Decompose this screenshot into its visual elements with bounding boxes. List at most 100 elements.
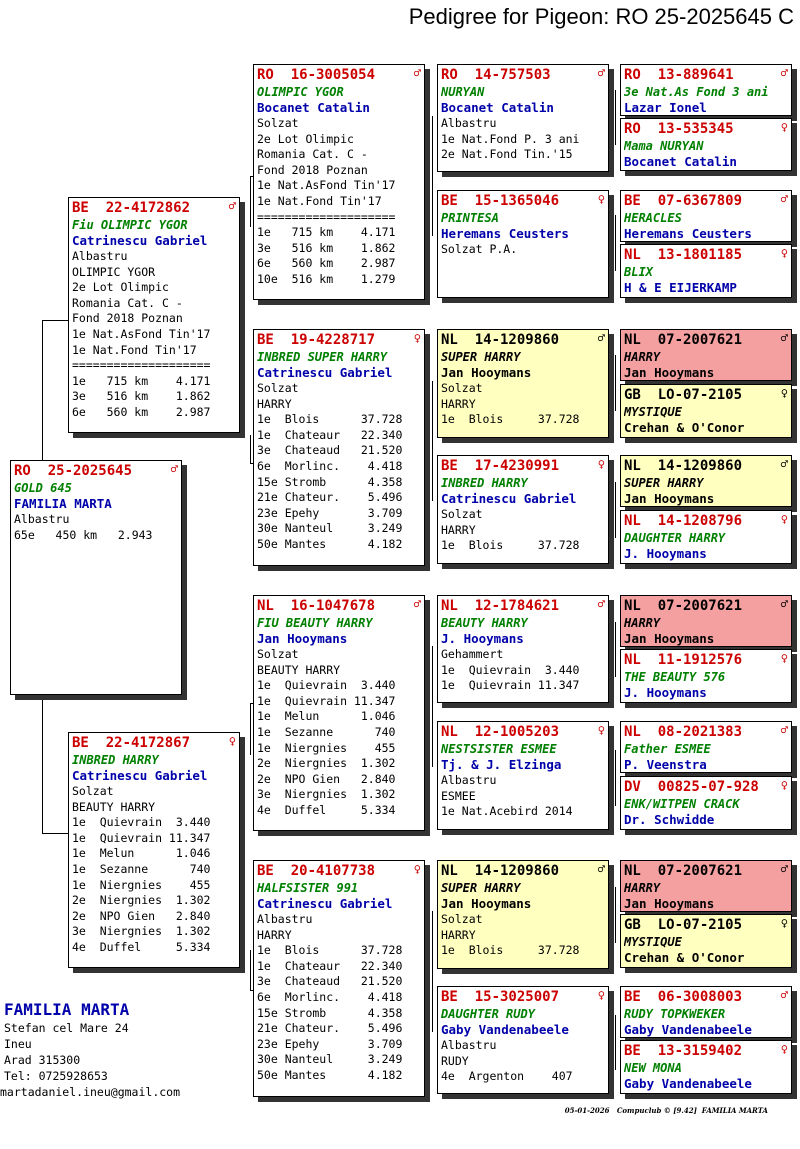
connector-line xyxy=(250,950,251,990)
owner-name: Jan Hooymans xyxy=(257,631,348,646)
info-line: Solzat xyxy=(257,381,299,395)
info-line: 6e Morlinc. 4.418 xyxy=(257,989,403,1004)
info-line: 6e Morlinc. 4.418 xyxy=(257,458,403,473)
male-icon: ♂ xyxy=(780,988,788,1002)
pigeon-name: MYSTIQUE xyxy=(624,935,682,949)
card-header: BE 19-4228717 ♀ xyxy=(257,331,421,350)
owner-name: Catrinescu Gabriel xyxy=(72,768,208,783)
ring-number: BE 20-4107738 xyxy=(257,863,376,879)
male-icon: ♂ xyxy=(228,199,236,213)
ring-number: NL 07-2007621 xyxy=(624,863,743,879)
pigeon-name: BLIX xyxy=(624,265,653,279)
ring-number: BE 22-4172867 xyxy=(72,735,191,751)
owner-name: Crehan & O'Conor xyxy=(624,420,745,435)
info-line: 1e Quievrain 11.347 xyxy=(257,693,396,708)
male-icon: ♂ xyxy=(597,66,605,80)
info-line: 2e Niergnies 1.302 xyxy=(72,893,211,908)
connector-line xyxy=(250,990,255,991)
ring-number: RO 13-889641 xyxy=(624,67,734,83)
pigeon-name: PRINTESA xyxy=(441,211,499,225)
connector-line xyxy=(615,622,616,677)
pigeon-name: SUPER HARRY xyxy=(441,881,521,895)
owner-name: Heremans Ceusters xyxy=(624,226,752,241)
card-header: BE 07-6367809 ♂ xyxy=(624,192,788,211)
info-line: 23e Epehy 3.709 xyxy=(257,1036,403,1051)
card-header: RO 13-535345 ♀ xyxy=(624,120,788,139)
female-icon: ♀ xyxy=(780,651,788,665)
pigeon-name: HARRY xyxy=(624,881,661,895)
info-line: HARRY xyxy=(441,522,476,537)
pigeon-card-subject: RO 25-2025645 ♂ GOLD 645 FAMILIA MARTA Albas… xyxy=(10,460,182,695)
ring-number: NL 11-1912576 xyxy=(624,652,743,668)
info-line: 21e Chateur. 5.496 xyxy=(257,1021,403,1036)
info-line: 1e Blois 37.728 xyxy=(441,943,580,958)
connector-line xyxy=(615,215,616,271)
info-line: 3e 516 km 1.862 xyxy=(72,389,211,404)
card-header: RO 25-2025645 ♂ xyxy=(14,462,178,481)
pigeon-card-dss: NL 12-1784621 ♂ BEAUTY HARRY J. Hooymans Geh… xyxy=(437,595,609,703)
male-icon: ♂ xyxy=(780,597,788,611)
info-line: 30e Nanteul 3.249 xyxy=(257,1052,403,1067)
info-line: 1e Blois 37.728 xyxy=(257,943,403,958)
pigeon-name: RUDY TOPKWEKER xyxy=(624,1007,726,1021)
owner-name: Jan Hooymans xyxy=(441,365,532,380)
owner-name: Bocanet Catalin xyxy=(624,154,737,169)
ring-number: BE 13-3159402 xyxy=(624,1043,743,1059)
connector-line xyxy=(250,703,251,755)
owner-name: Heremans Ceusters xyxy=(441,226,569,241)
ring-number: NL 12-1005203 xyxy=(441,724,560,740)
info-line: ==================== xyxy=(257,209,396,224)
female-icon: ♀ xyxy=(780,120,788,134)
pigeon-name: HERACLES xyxy=(624,211,682,225)
info-line: HARRY xyxy=(441,396,476,411)
info-line: 4e Duffel 5.334 xyxy=(257,802,396,817)
info-line: 15e Stromb 4.358 xyxy=(257,474,403,489)
card-header: NL 14-1208796 ♀ xyxy=(624,512,788,531)
info-line: Solzat xyxy=(72,784,114,798)
info-line: 1e Quievrain 3.440 xyxy=(441,662,580,677)
male-icon: ♂ xyxy=(170,462,178,476)
pigeon-name: DAUGHTER HARRY xyxy=(624,531,726,545)
connector-line xyxy=(42,320,70,321)
owner-name: Gaby Vandenabeele xyxy=(624,1076,752,1091)
pigeon-card-sire: BE 22-4172862 ♂ Fiu OLIMPIC YGOR Catrinescu… xyxy=(68,197,240,433)
info-line: 1e Nat.Fond P. 3 ani xyxy=(441,131,580,146)
pigeon-card-g15: BE 06-3008003 ♂ RUDY TOPKWEKER Gaby Vandena… xyxy=(620,986,792,1038)
info-line: 50e Mantes 4.182 xyxy=(257,1067,403,1082)
ring-number: BE 17-4230991 xyxy=(441,458,560,474)
info-line: Fond 2018 Poznan xyxy=(72,311,183,326)
card-header: RO 16-3005054 ♂ xyxy=(257,66,421,85)
pigeon-card-g13: NL 07-2007621 ♂ HARRY Jan Hooymans xyxy=(620,860,792,912)
female-icon: ♀ xyxy=(413,331,421,345)
owner-name: H & E EIJERKAMP xyxy=(624,280,737,295)
info-line: 1e Niergnies 455 xyxy=(72,877,211,892)
male-icon: ♂ xyxy=(413,597,421,611)
card-header: BE 15-1365046 ♀ xyxy=(441,192,605,211)
pigeon-name: SUPER HARRY xyxy=(624,476,704,490)
card-header: BE 20-4107738 ♀ xyxy=(257,862,421,881)
owner-name: Dr. Schwidde xyxy=(624,812,715,827)
pigeon-name: 3e Nat.As Fond 3 ani xyxy=(624,85,769,99)
card-header: NL 13-1801185 ♀ xyxy=(624,246,788,265)
owner-name: Jan Hooymans xyxy=(624,491,715,506)
card-header: NL 14-1209860 ♂ xyxy=(624,457,788,476)
ring-number: NL 14-1208796 xyxy=(624,513,743,529)
footer-text: 05-01-2026 Compuclub © [9.42] FAMILIA MA… xyxy=(564,1106,768,1115)
card-header: NL 12-1784621 ♂ xyxy=(441,597,605,616)
owner-name: Catrinescu Gabriel xyxy=(441,491,577,506)
ring-number: NL 08-2021383 xyxy=(624,724,743,740)
owner-name: J. Hooymans xyxy=(624,685,707,700)
info-line: 3e Chateaud 21.520 xyxy=(257,974,403,989)
pigeon-card-dd: BE 20-4107738 ♀ HALFSISTER 991 Catrinescu G… xyxy=(253,860,425,1097)
info-line: 1e Nat.AsFond Tin'17 xyxy=(72,326,211,341)
pigeon-card-g8: NL 14-1208796 ♀ DAUGHTER HARRY J. Hooymans xyxy=(620,510,792,564)
info-line: Albastru xyxy=(14,512,70,526)
pigeon-name: HARRY xyxy=(624,350,661,364)
male-icon: ♂ xyxy=(597,331,605,345)
female-icon: ♀ xyxy=(597,192,605,206)
pigeon-card-g1: RO 13-889641 ♂ 3e Nat.As Fond 3 ani Lazar I… xyxy=(620,64,792,116)
card-header: NL 08-2021383 ♂ xyxy=(624,723,788,742)
pigeon-name: HALFSISTER 991 xyxy=(257,881,359,895)
info-line: 1e Chateaur 22.340 xyxy=(257,958,403,973)
connector-line xyxy=(432,381,433,501)
